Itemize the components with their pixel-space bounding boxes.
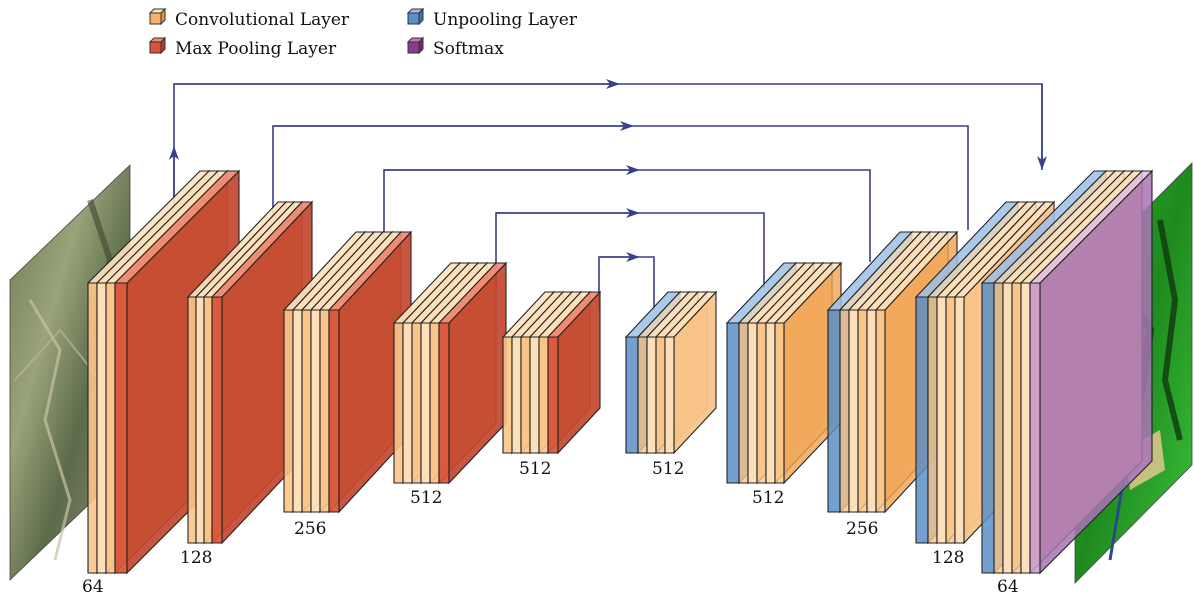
block-label: 512 [519,459,551,479]
legend-label-pool: Max Pooling Layer [175,39,337,59]
conv-layer-front [319,309,330,513]
conv-layer-front [637,336,648,454]
conv-layer-front [411,322,422,484]
conv-layer-front [195,296,205,544]
conv-layer-front [839,309,850,513]
conv-layer-front [993,282,1004,574]
block-label: 64 [82,577,104,597]
conv-layer-front [954,296,965,544]
pool-layer-front [328,309,340,513]
pool-layer-front [438,322,450,484]
conv-layer-front [502,336,513,454]
conv-layer-front [875,309,886,513]
conv-layer-front [866,309,877,513]
conv-layer-front [283,309,294,513]
legend-item-softmax: Softmax [406,36,504,59]
pool-layer-front [211,296,223,544]
softmax-layer-front [1029,282,1041,574]
pool-layer-front [114,282,128,574]
conv-layer-front [774,322,785,484]
pool-layer-front [547,336,559,454]
network-blocks [86,169,1154,575]
conv-layer-front [187,296,197,544]
skip-connection-512b [598,252,655,310]
conv-layer-front [945,296,956,544]
conv-layer-front [848,309,859,513]
unpool-cube-icon [406,7,425,26]
conv-layer-front [429,322,440,484]
block-label: 128 [180,548,212,568]
conv-layer-front [105,282,116,574]
conv-layer-front [664,336,675,454]
unpool-layer-front [625,336,639,454]
conv-layer-front [87,282,98,574]
conv-layer-front [765,322,776,484]
channel-labels: 64 128 256 512 512 512 512 256 128 64 [82,459,1019,597]
legend-item-pool: Max Pooling Layer [148,36,337,59]
conv-layer-front [1011,282,1022,574]
conv-layer-front [927,296,938,544]
conv-layer-front [420,322,431,484]
conv-layer-front [747,322,758,484]
conv-layer-front [646,336,657,454]
block-label: 256 [846,519,878,539]
conv-layer-front [857,309,868,513]
legend-item-unpool: Unpooling Layer [406,7,578,30]
conv-layer-front [936,296,947,544]
conv-layer-front [520,336,531,454]
conv-layer-front [529,336,540,454]
legend-label-softmax: Softmax [433,39,504,59]
conv-layer-front [756,322,767,484]
skip-connection-256 [383,165,871,262]
skip-connections [169,79,1047,310]
legend-item-conv: Convolutional Layer [148,7,350,30]
legend: Convolutional Layer Max Pooling Layer Un… [148,7,578,59]
skip-connection-64 [169,79,1047,215]
block-label: 64 [997,577,1019,597]
block-label: 128 [932,548,964,568]
unpool-layer-front [981,282,995,574]
conv-layer-front [96,282,107,574]
block-label: 512 [752,488,784,508]
conv-layer-front [738,322,749,484]
conv-cube-icon [148,7,167,26]
conv-layer-front [393,322,404,484]
unpool-layer-front [827,309,841,513]
conv-layer-front [511,336,522,454]
skip-connection-128 [272,121,969,245]
block-label: 512 [410,488,442,508]
conv-layer-front [1002,282,1013,574]
block-label: 256 [294,519,326,539]
skip-connection-512a [495,208,765,288]
legend-label-conv: Convolutional Layer [175,10,350,30]
block-label: 512 [652,459,684,479]
conv-layer-front [292,309,303,513]
conv-layer-front [538,336,549,454]
conv-layer-front [1020,282,1031,574]
unpool-layer-front [726,322,740,484]
conv-layer-front [310,309,321,513]
conv-layer-front [203,296,213,544]
pool-cube-icon [148,36,167,55]
unpool-layer-front [915,296,929,544]
conv-layer-front [301,309,312,513]
legend-label-unpool: Unpooling Layer [433,10,578,30]
conv-layer-front [655,336,666,454]
conv-layer-front [402,322,413,484]
softmax-cube-icon [406,36,425,55]
